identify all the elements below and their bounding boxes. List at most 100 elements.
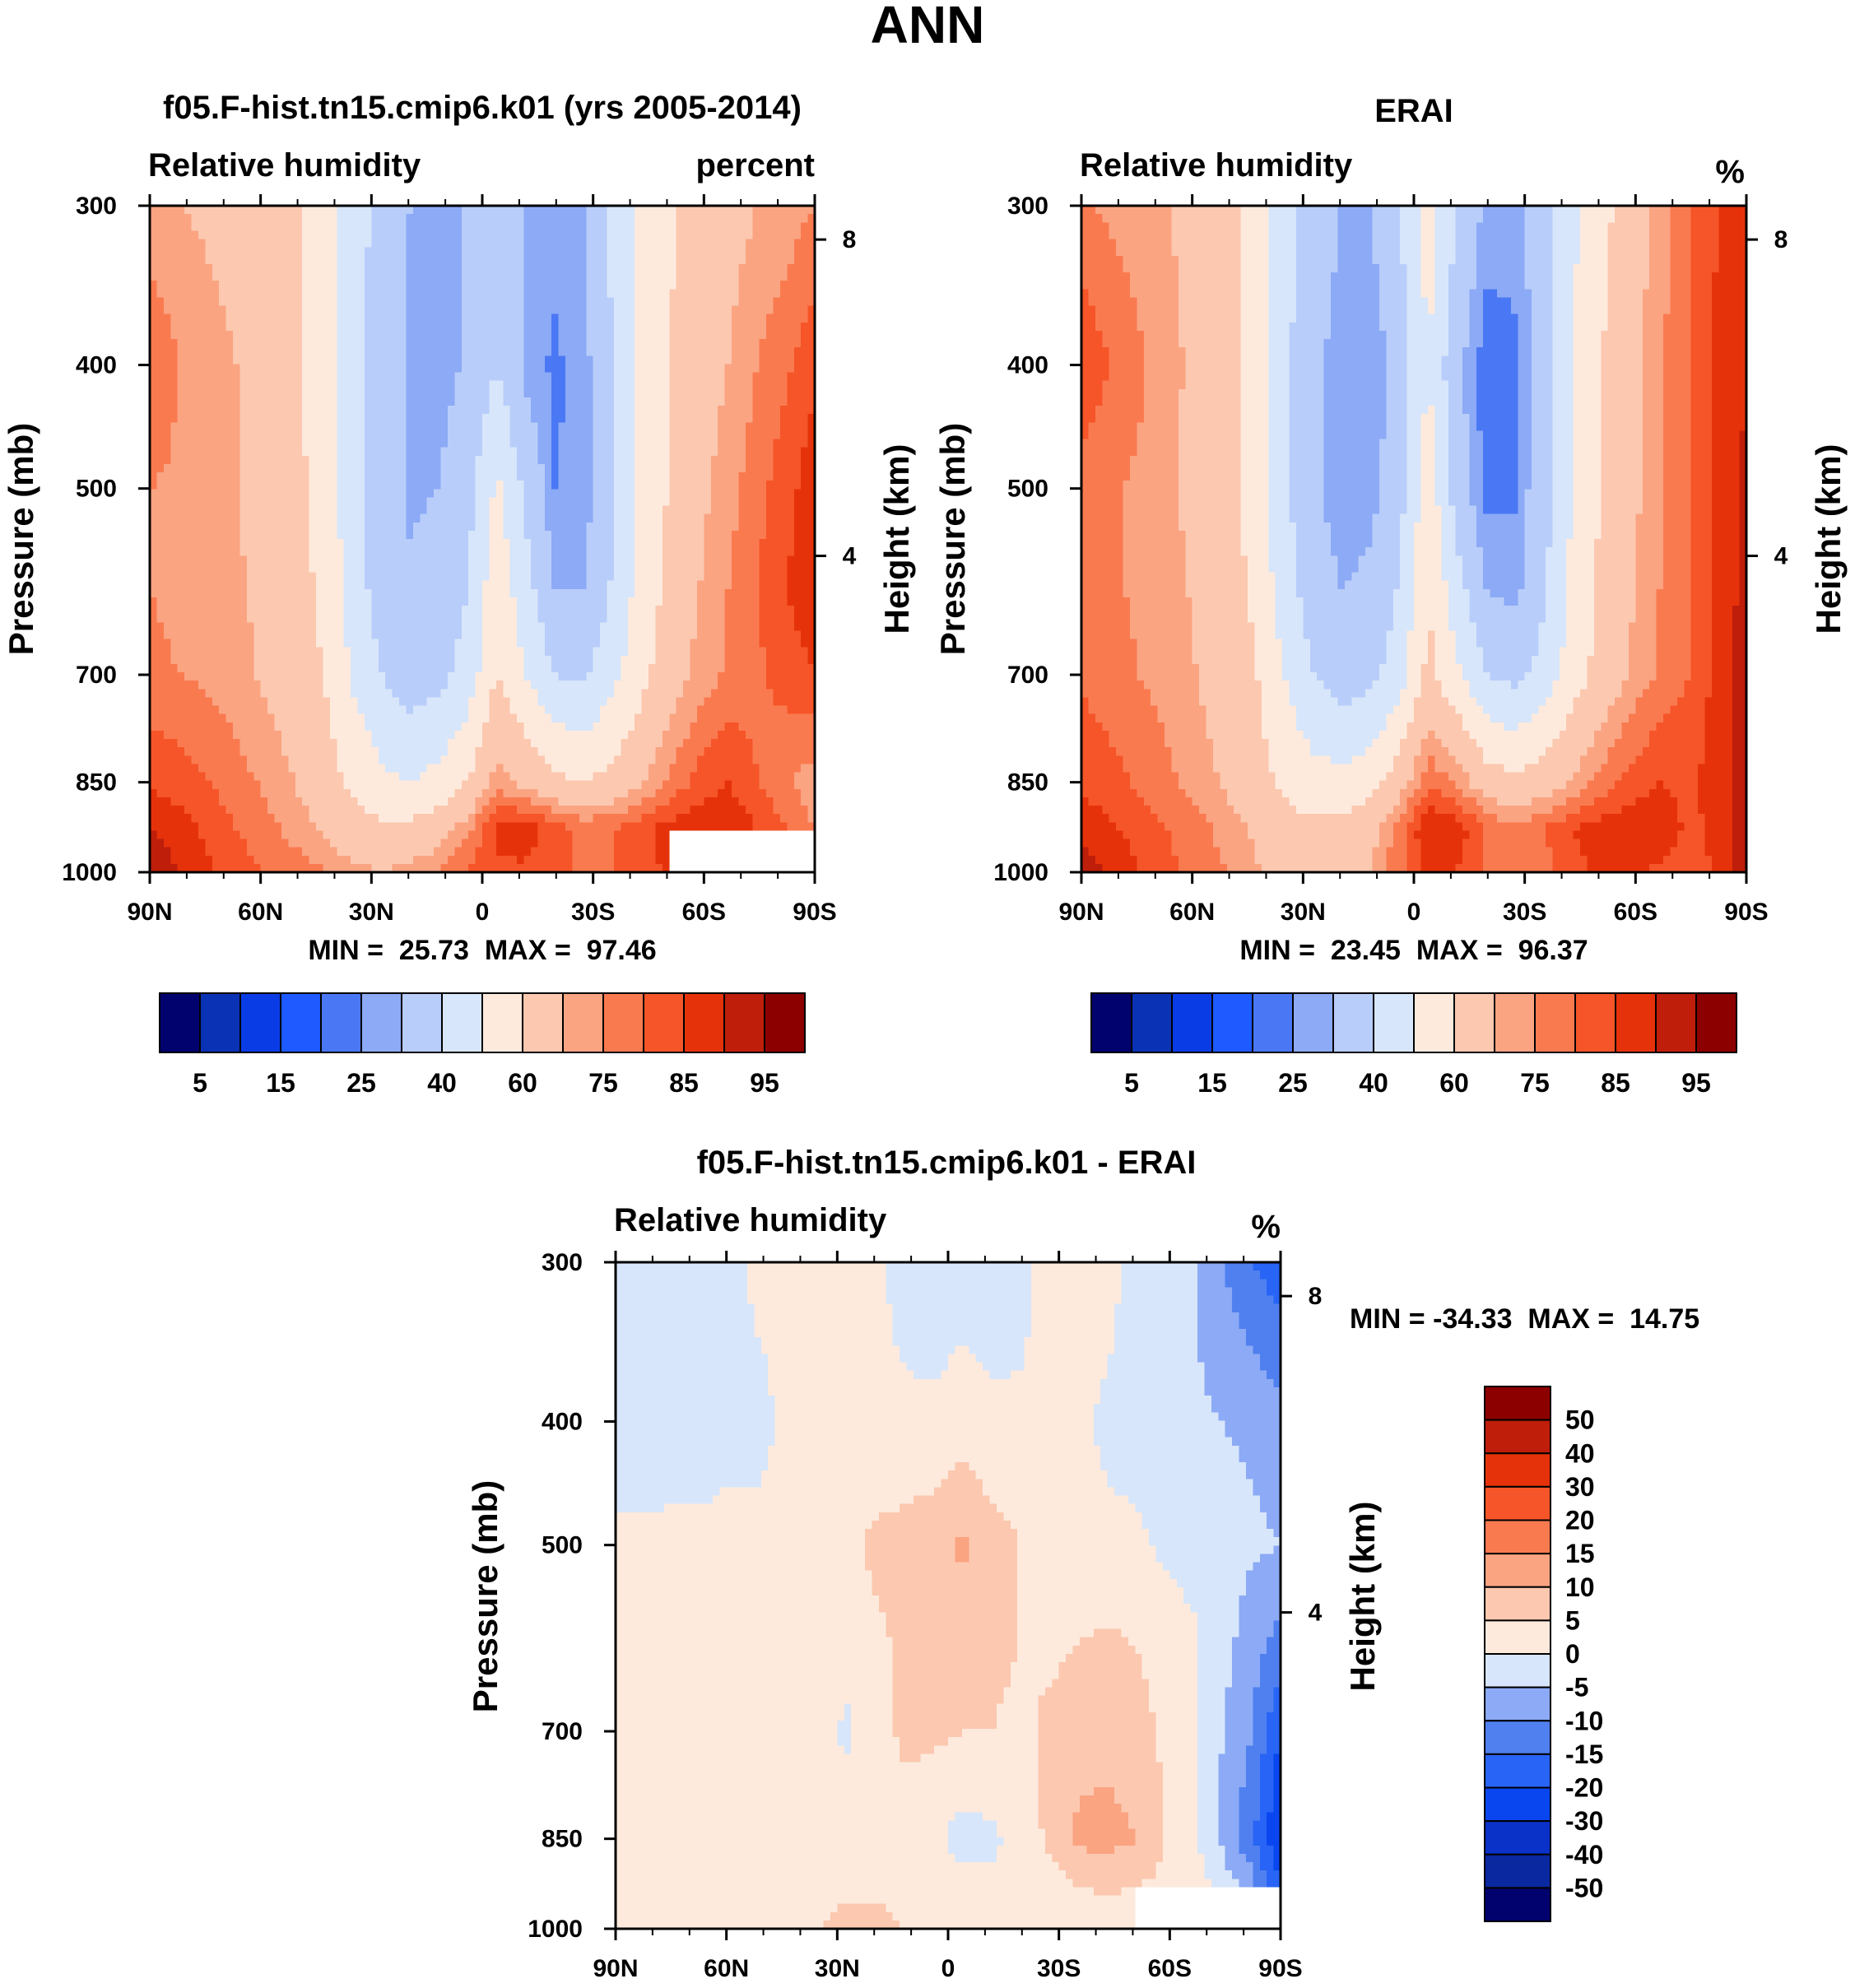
contour-cell (233, 564, 241, 574)
contour-cell (586, 214, 594, 223)
contour-cell (392, 580, 400, 590)
contour-cell (662, 372, 670, 382)
contour-cell (343, 622, 351, 631)
contour-cell (627, 347, 635, 356)
contour-cell (420, 622, 428, 631)
contour-cell (773, 355, 781, 365)
contour-cell (337, 564, 345, 574)
contour-cell (621, 572, 629, 582)
contour-cell (412, 513, 421, 523)
contour-cell (177, 522, 185, 532)
contour-cell (447, 455, 455, 465)
contour-cell (378, 463, 386, 473)
contour-cell (316, 597, 324, 606)
contour-cell (801, 497, 809, 507)
contour-cell (295, 380, 303, 390)
contour-cell (766, 588, 774, 598)
contour-cell (426, 606, 435, 615)
contour-cell (683, 239, 691, 248)
contour-cell (551, 230, 560, 240)
contour-cell (412, 455, 421, 465)
contour-cell (704, 447, 712, 457)
contour-cell (669, 305, 677, 315)
contour-cell (475, 255, 483, 265)
contour-cell (260, 397, 268, 406)
contour-cell (163, 588, 171, 598)
contour-cell (281, 580, 289, 590)
contour-cell (357, 588, 365, 598)
contour-cell (773, 481, 781, 490)
contour-cell (163, 497, 171, 507)
contour-cell (655, 388, 663, 398)
contour-cell (253, 206, 262, 215)
contour-cell (537, 388, 546, 398)
contour-cell (579, 322, 587, 332)
contour-cell (302, 472, 310, 481)
contour-cell (420, 314, 428, 323)
contour-cell (426, 463, 435, 473)
contour-cell (246, 422, 254, 431)
contour-cell (482, 230, 490, 240)
contour-cell (544, 539, 552, 548)
contour-cell (649, 230, 657, 240)
contour-cell (316, 289, 324, 298)
contour-cell (378, 322, 386, 332)
contour-cell (745, 614, 753, 623)
contour-cell (177, 397, 185, 406)
contour-cell (233, 630, 241, 640)
contour-cell (509, 406, 518, 415)
contour-cell (399, 422, 407, 431)
contour-cell (537, 472, 546, 481)
contour-cell (351, 463, 359, 473)
contour-cell (710, 414, 718, 423)
contour-cell (732, 364, 740, 374)
contour-cell (635, 555, 643, 564)
contour-cell (267, 422, 276, 431)
contour-cell (253, 414, 262, 423)
contour-cell (274, 455, 282, 465)
contour-cell (509, 364, 518, 374)
contour-cell (586, 222, 594, 231)
contour-cell (351, 597, 359, 606)
contour-cell (558, 597, 566, 606)
contour-cell (517, 588, 525, 598)
contour-cell (150, 530, 158, 540)
contour-cell (378, 414, 386, 423)
contour-cell (600, 463, 608, 473)
contour-cell (434, 455, 442, 465)
contour-cell (793, 305, 802, 315)
contour-cell (371, 239, 379, 248)
contour-cell (163, 214, 171, 223)
contour-cell (495, 530, 504, 540)
contour-cell (239, 572, 248, 582)
contour-cell (274, 580, 282, 590)
contour-cell (371, 597, 379, 606)
contour-cell (551, 622, 560, 631)
contour-cell (267, 564, 276, 574)
contour-cell (329, 489, 337, 498)
contour-cell (489, 388, 497, 398)
contour-cell (807, 406, 816, 415)
contour-cell (649, 463, 657, 473)
contour-cell (752, 281, 760, 290)
contour-cell (572, 281, 580, 290)
contour-cell (793, 281, 802, 290)
contour-cell (482, 247, 490, 257)
contour-cell (551, 606, 560, 615)
contour-cell (732, 530, 740, 540)
contour-cell (253, 255, 262, 265)
contour-cell (385, 614, 393, 623)
contour-cell (260, 580, 268, 590)
contour-cell (295, 272, 303, 281)
contour-cell (627, 206, 635, 215)
contour-cell (434, 297, 442, 307)
contour-cell (537, 397, 546, 406)
contour-cell (627, 414, 635, 423)
contour-cell (468, 322, 477, 332)
contour-cell (641, 472, 649, 481)
contour-cell (461, 305, 469, 315)
contour-cell (337, 230, 345, 240)
contour-cell (150, 430, 158, 440)
contour-cell (447, 380, 455, 390)
contour-cell (544, 606, 552, 615)
